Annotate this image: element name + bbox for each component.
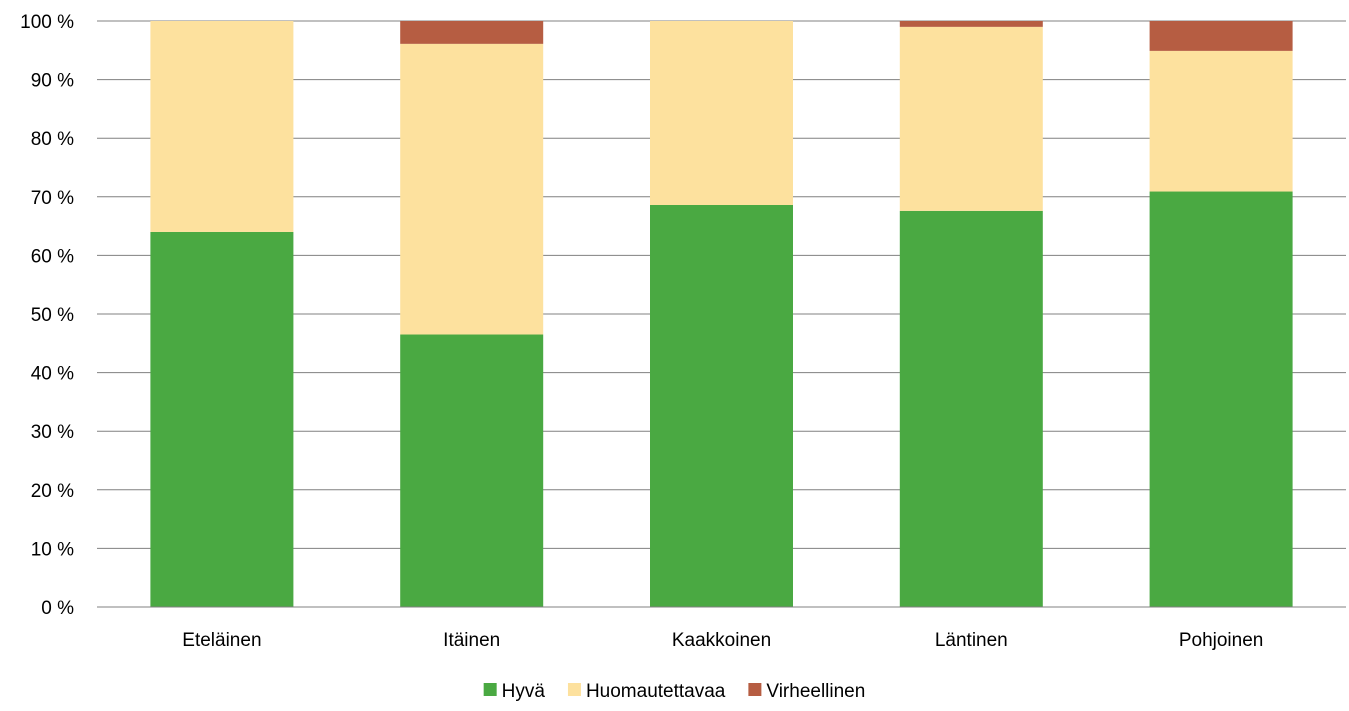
- bar-pohjoinen-huomautettavaa: [1149, 50, 1293, 192]
- legend-label: Hyvä: [502, 681, 546, 702]
- bar-lantinen-virheellinen: [899, 21, 1043, 27]
- bar-itainen-hyva: [400, 334, 544, 607]
- bar-etelainen-hyva: [150, 231, 294, 607]
- x-category-label: Läntinen: [935, 630, 1008, 651]
- y-tick-label: 30 %: [31, 422, 74, 443]
- y-tick-label: 20 %: [31, 481, 74, 502]
- legend-label: Virheellinen: [766, 681, 865, 702]
- bar-pohjoinen-virheellinen: [1149, 21, 1293, 51]
- bar-kaakkoinen-hyva: [650, 205, 793, 607]
- y-tick-label: 90 %: [31, 71, 74, 92]
- y-axis-tick-labels: 0 % 10 % 20 % 30 % 40 % 50 % 60 % 70 % 80 % 90 % 1…: [20, 12, 74, 619]
- y-tick-label: 100 %: [20, 12, 74, 33]
- bar-lantinen-huomautettavaa: [899, 26, 1043, 211]
- x-category-label: Itäinen: [443, 630, 500, 651]
- y-tick-label: 70 %: [31, 188, 74, 209]
- y-tick-label: 40 %: [31, 364, 74, 385]
- x-axis-category-labels: Eteläinen Itäinen Kaakkoinen Läntinen Pohjoi…: [182, 630, 1263, 651]
- legend-swatch-hyva: [483, 683, 497, 696]
- x-category-label: Pohjoinen: [1179, 630, 1264, 651]
- bar-lantinen-hyva: [899, 210, 1043, 607]
- legend-swatch-virheellinen: [748, 683, 762, 696]
- x-category-label: Eteläinen: [182, 630, 261, 651]
- bar-etelainen-huomautettavaa: [150, 21, 294, 232]
- bar-kaakkoinen-huomautettavaa: [650, 21, 793, 206]
- y-tick-label: 80 %: [31, 129, 74, 150]
- legend-swatch-huomautettavaa: [567, 683, 581, 696]
- bar-itainen-huomautettavaa: [400, 43, 544, 335]
- y-tick-label: 0 %: [41, 598, 74, 619]
- bar-itainen-virheellinen: [400, 21, 544, 44]
- bar-pohjoinen-hyva: [1149, 191, 1293, 607]
- y-tick-label: 50 %: [31, 305, 74, 326]
- legend-label: Huomautettavaa: [586, 681, 726, 702]
- y-tick-label: 10 %: [31, 539, 74, 560]
- bars: [150, 21, 1293, 607]
- x-category-label: Kaakkoinen: [672, 630, 771, 651]
- y-tick-label: 60 %: [31, 246, 74, 267]
- legend: Hyvä Huomautettavaa Virheellinen: [483, 681, 865, 702]
